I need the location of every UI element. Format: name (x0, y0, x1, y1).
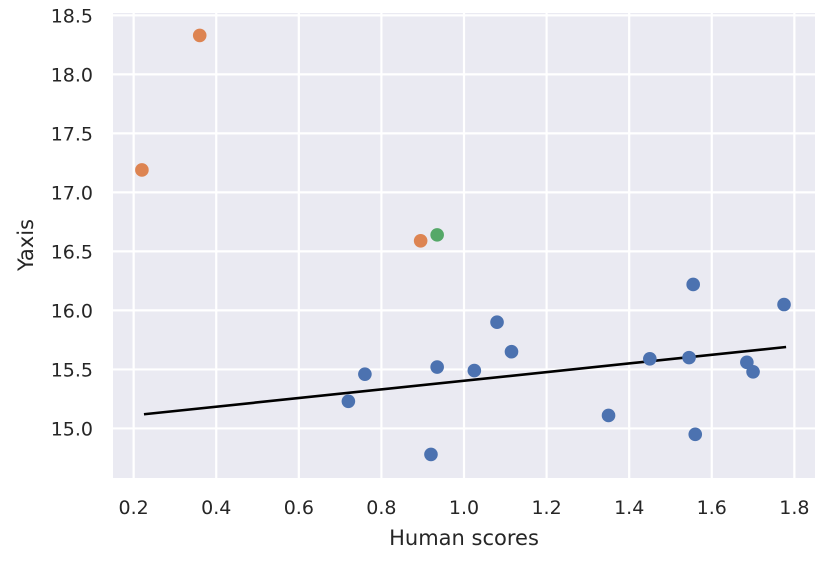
regression-line-group (143, 345, 787, 416)
y-tick-label: 17.5 (51, 123, 93, 145)
scatter-point (341, 394, 356, 409)
x-tick-label: 0.4 (201, 497, 231, 519)
y-tick-label: 17.0 (51, 182, 93, 204)
y-axis-label: Yaxis (14, 219, 38, 272)
x-tick-label: 1.6 (697, 497, 727, 519)
scatter-point (413, 233, 428, 248)
scatter-point (358, 367, 372, 381)
scatter-point (686, 277, 700, 292)
scatter-point (643, 351, 657, 366)
data-points (135, 28, 791, 462)
x-tick-labels: 0.2 0.4 0.6 0.8 1.0 1.2 1.4 1.6 1.8 (119, 497, 810, 519)
y-tick-label: 18.5 (51, 5, 93, 27)
scatter-point (192, 28, 207, 43)
scatter-point (424, 447, 438, 462)
scatter-point (688, 427, 703, 442)
scatter-point (490, 315, 504, 330)
scatter-point (430, 228, 444, 242)
scatter-point (135, 163, 149, 177)
y-tick-label: 15.5 (51, 359, 93, 381)
y-tick-label: 16.0 (51, 300, 93, 322)
scatter-point (601, 408, 616, 423)
y-tick-labels: 15.0 15.5 16.0 16.5 17.0 17.5 18.0 18.5 (51, 5, 93, 440)
x-tick-label: 1.4 (614, 497, 644, 519)
x-tick-label: 0.6 (284, 497, 314, 519)
x-tick-label: 1.0 (449, 497, 479, 519)
x-tick-label: 1.2 (531, 497, 561, 519)
y-tick-label: 16.5 (51, 241, 93, 263)
x-tick-label: 0.8 (366, 497, 396, 519)
scatter-point (682, 350, 696, 365)
y-tick-label: 15.0 (51, 418, 93, 440)
scatter-point (430, 360, 444, 374)
scatter-point (746, 364, 760, 379)
scatter-point (504, 344, 519, 359)
scatter-point (777, 297, 791, 312)
regression-line (143, 345, 787, 416)
x-tick-label: 0.2 (119, 497, 149, 519)
scatter-point (467, 363, 482, 378)
x-tick-label: 1.8 (779, 497, 809, 519)
y-tick-label: 18.0 (51, 64, 93, 86)
x-axis-label: Human scores (389, 526, 539, 550)
